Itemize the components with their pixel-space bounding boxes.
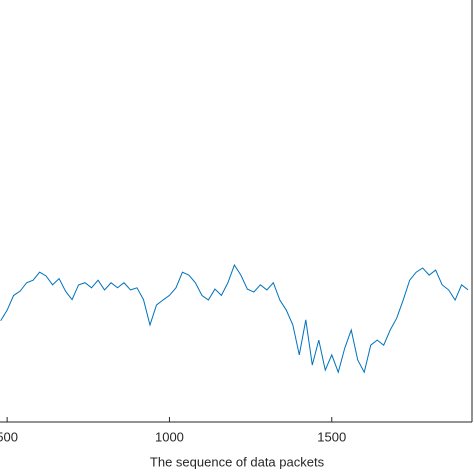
x-tick-label: 1500 xyxy=(317,429,346,444)
data-line xyxy=(0,263,469,374)
x-axis-label: The sequence of data packets xyxy=(150,454,325,469)
x-tick-label: 1000 xyxy=(155,429,184,444)
x-tick-label: 500 xyxy=(0,429,18,444)
